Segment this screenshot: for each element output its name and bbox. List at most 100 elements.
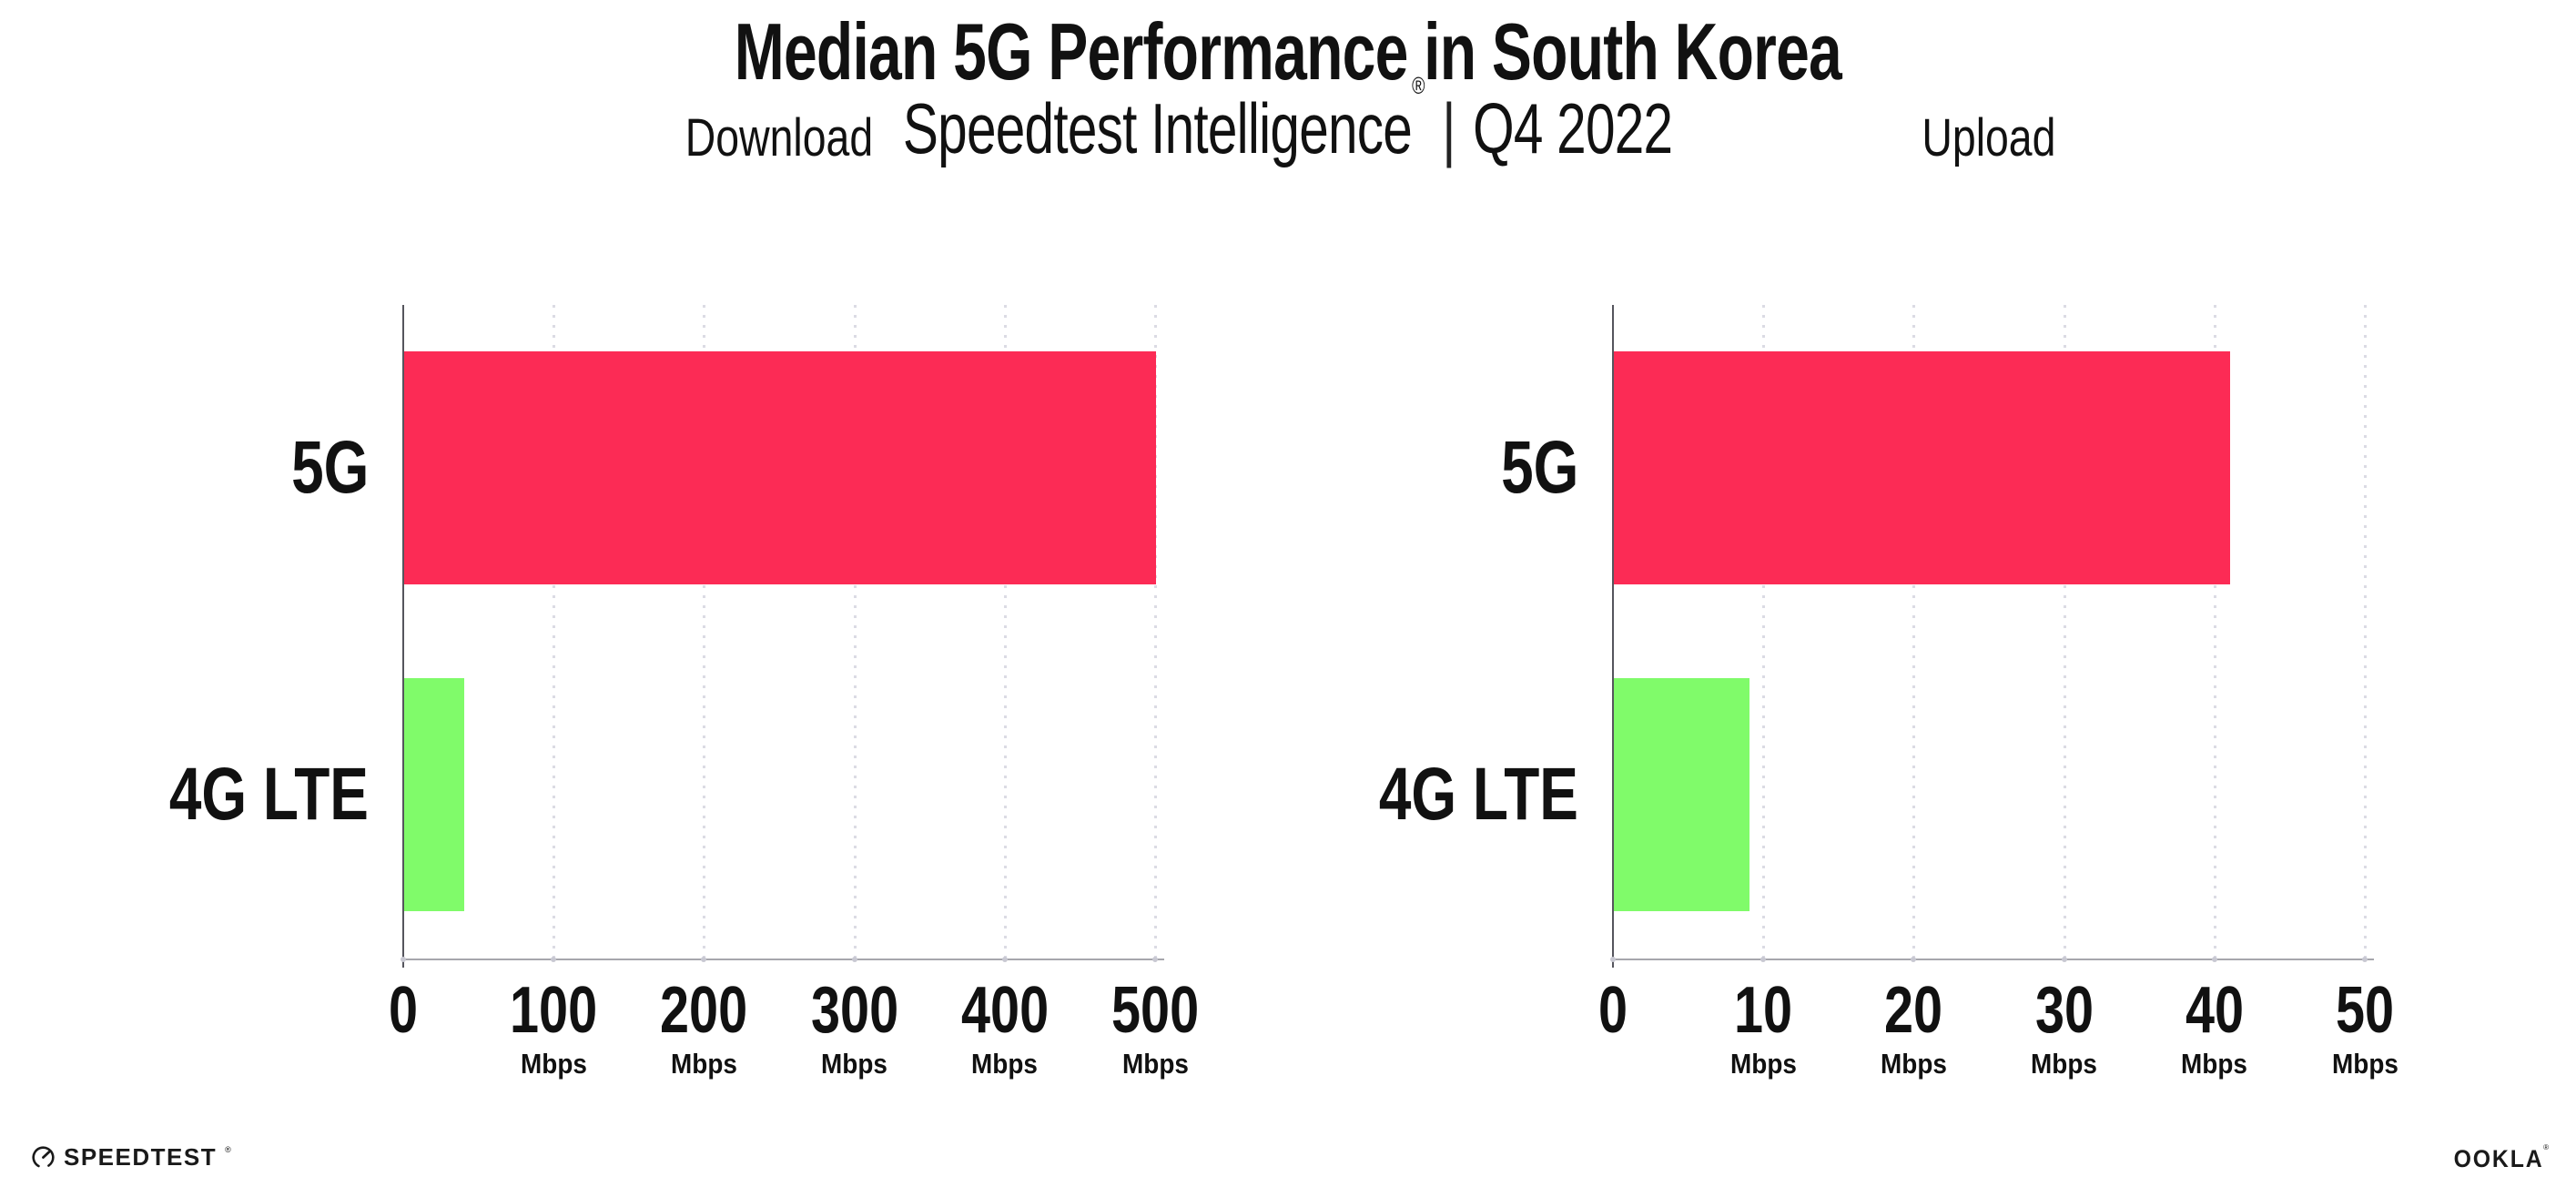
axis-tick-dot-download-500 bbox=[1152, 957, 1158, 962]
x-tick-download-300: 300 Mbps bbox=[755, 977, 955, 1082]
x-tick-download-0: 0 bbox=[303, 977, 503, 1044]
speedtest-wordmark: SPEEDTEST bbox=[64, 1143, 218, 1171]
x-tick-value: 0 bbox=[1513, 977, 1713, 1044]
x-tick-unit: Mbps bbox=[1964, 1046, 2165, 1082]
axis-tick-dot-upload-0 bbox=[1610, 957, 1616, 962]
gridline-download-100 bbox=[553, 305, 556, 959]
x-tick-unit-text: Mbps bbox=[1729, 1048, 1797, 1080]
bar-upload-5g bbox=[1614, 351, 2231, 584]
x-tick-value-text: 100 bbox=[510, 974, 598, 1047]
x-tick-value: 400 bbox=[905, 977, 1105, 1044]
x-axis-upload bbox=[1611, 959, 2374, 960]
category-label-download-4g-lte: 4G LTE bbox=[0, 745, 369, 845]
speedtest-gauge-icon bbox=[32, 1146, 55, 1169]
x-tick-value: 0 bbox=[303, 977, 503, 1044]
subtitle-brand: Speedtest Intelligence bbox=[903, 88, 1413, 168]
x-tick-value-text: 0 bbox=[388, 974, 419, 1047]
bar-upload-4g-lte bbox=[1614, 678, 1749, 911]
chart-title-download: Download bbox=[506, 107, 1052, 168]
x-tick-unit-text: Mbps bbox=[2331, 1048, 2399, 1080]
page-title: Median 5G Performance in South Korea bbox=[0, 5, 2576, 98]
x-tick-download-400: 400 Mbps bbox=[905, 977, 1105, 1082]
x-tick-unit-text: Mbps bbox=[2031, 1048, 2098, 1080]
x-axis-download bbox=[401, 959, 1164, 960]
x-tick-unit-text: Mbps bbox=[520, 1048, 587, 1080]
x-tick-upload-0: 0 bbox=[1513, 977, 1713, 1044]
registered-mark: ® bbox=[1412, 72, 1425, 99]
x-tick-value: 300 bbox=[755, 977, 955, 1044]
speedtest-registered-mark: ® bbox=[225, 1144, 231, 1154]
ookla-wordmark: OOKLA bbox=[2453, 1145, 2544, 1172]
gridline-download-400 bbox=[1003, 305, 1007, 959]
x-tick-download-500: 500 Mbps bbox=[1055, 977, 1255, 1082]
x-tick-unit: Mbps bbox=[2265, 1046, 2465, 1082]
axis-tick-dot-upload-40 bbox=[2211, 957, 2217, 962]
chart-title-text: Upload bbox=[1922, 108, 2056, 167]
x-tick-value-text: 30 bbox=[2034, 974, 2094, 1047]
category-label-text: 4G LTE bbox=[168, 753, 369, 836]
x-tick-upload-40: 40 Mbps bbox=[2115, 977, 2315, 1082]
x-tick-download-200: 200 Mbps bbox=[603, 977, 804, 1082]
axis-tick-dot-download-200 bbox=[701, 957, 707, 962]
category-label-download-5g: 5G bbox=[0, 418, 369, 518]
x-tick-unit: Mbps bbox=[1813, 1046, 2013, 1082]
category-label-text: 5G bbox=[290, 426, 369, 509]
x-tick-unit: Mbps bbox=[755, 1046, 955, 1082]
x-tick-upload-10: 10 Mbps bbox=[1663, 977, 1863, 1082]
x-tick-value: 20 bbox=[1813, 977, 2013, 1044]
x-tick-unit: Mbps bbox=[2115, 1046, 2315, 1082]
x-tick-unit: Mbps bbox=[453, 1046, 654, 1082]
x-tick-unit: Mbps bbox=[1663, 1046, 1863, 1082]
x-tick-value-text: 300 bbox=[810, 974, 898, 1047]
x-tick-value: 50 bbox=[2265, 977, 2465, 1044]
x-tick-upload-50: 50 Mbps bbox=[2265, 977, 2465, 1082]
page-subtitle: Speedtest Intelligence® | Q4 2022 bbox=[0, 72, 2576, 170]
axis-tick-dot-upload-30 bbox=[2061, 957, 2067, 962]
x-tick-value-text: 0 bbox=[1597, 974, 1628, 1047]
x-tick-unit-text: Mbps bbox=[2181, 1048, 2248, 1080]
ookla-registered-mark: ® bbox=[2543, 1143, 2549, 1151]
axis-tick-dot-download-400 bbox=[1001, 957, 1008, 962]
x-tick-unit: Mbps bbox=[905, 1046, 1105, 1082]
axis-tick-dot-download-300 bbox=[851, 957, 857, 962]
bar-download-5g bbox=[404, 351, 1156, 584]
x-tick-unit-text: Mbps bbox=[670, 1048, 737, 1080]
subtitle-separator: | bbox=[1442, 88, 1456, 168]
x-tick-unit-text: Mbps bbox=[971, 1048, 1039, 1080]
gridline-upload-50 bbox=[2364, 305, 2367, 959]
category-label-upload-5g: 5G bbox=[1196, 418, 1578, 518]
gridline-upload-20 bbox=[1912, 305, 1916, 959]
axis-tick-dot-download-0 bbox=[401, 957, 406, 962]
x-tick-value-text: 10 bbox=[1734, 974, 1793, 1047]
x-tick-value-text: 200 bbox=[660, 974, 748, 1047]
gridline-download-200 bbox=[703, 305, 706, 959]
gridline-upload-40 bbox=[2213, 305, 2216, 959]
x-tick-value-text: 50 bbox=[2335, 974, 2395, 1047]
category-label-text: 5G bbox=[1500, 426, 1578, 509]
y-axis-upload bbox=[1612, 305, 1614, 968]
x-tick-unit: Mbps bbox=[1055, 1046, 1255, 1082]
subtitle-text: Speedtest Intelligence® | Q4 2022 bbox=[903, 72, 1673, 170]
x-tick-upload-20: 20 Mbps bbox=[1813, 977, 2013, 1082]
speedtest-logo: SPEEDTEST ® bbox=[31, 1143, 231, 1172]
ookla-logo: OOKLA ® bbox=[2446, 1143, 2549, 1173]
axis-tick-dot-download-100 bbox=[551, 957, 557, 962]
x-tick-value: 30 bbox=[1964, 977, 2165, 1044]
axis-tick-dot-upload-50 bbox=[2362, 957, 2368, 962]
x-tick-value-text: 500 bbox=[1111, 974, 1200, 1047]
x-tick-value: 500 bbox=[1055, 977, 1255, 1044]
category-label-text: 4G LTE bbox=[1378, 753, 1578, 836]
x-tick-value: 200 bbox=[603, 977, 804, 1044]
page-title-text: Median 5G Performance in South Korea bbox=[734, 6, 1842, 96]
gridline-upload-10 bbox=[1762, 305, 1766, 959]
gridline-download-500 bbox=[1154, 305, 1157, 959]
x-tick-unit-text: Mbps bbox=[821, 1048, 888, 1080]
x-tick-value-text: 40 bbox=[2185, 974, 2244, 1047]
x-tick-value-text: 20 bbox=[1884, 974, 1943, 1047]
x-tick-value-text: 400 bbox=[960, 974, 1049, 1047]
x-tick-unit: Mbps bbox=[603, 1046, 804, 1082]
chart-title-upload: Upload bbox=[1716, 107, 2262, 168]
x-tick-unit-text: Mbps bbox=[1121, 1048, 1189, 1080]
x-tick-upload-30: 30 Mbps bbox=[1964, 977, 2165, 1082]
